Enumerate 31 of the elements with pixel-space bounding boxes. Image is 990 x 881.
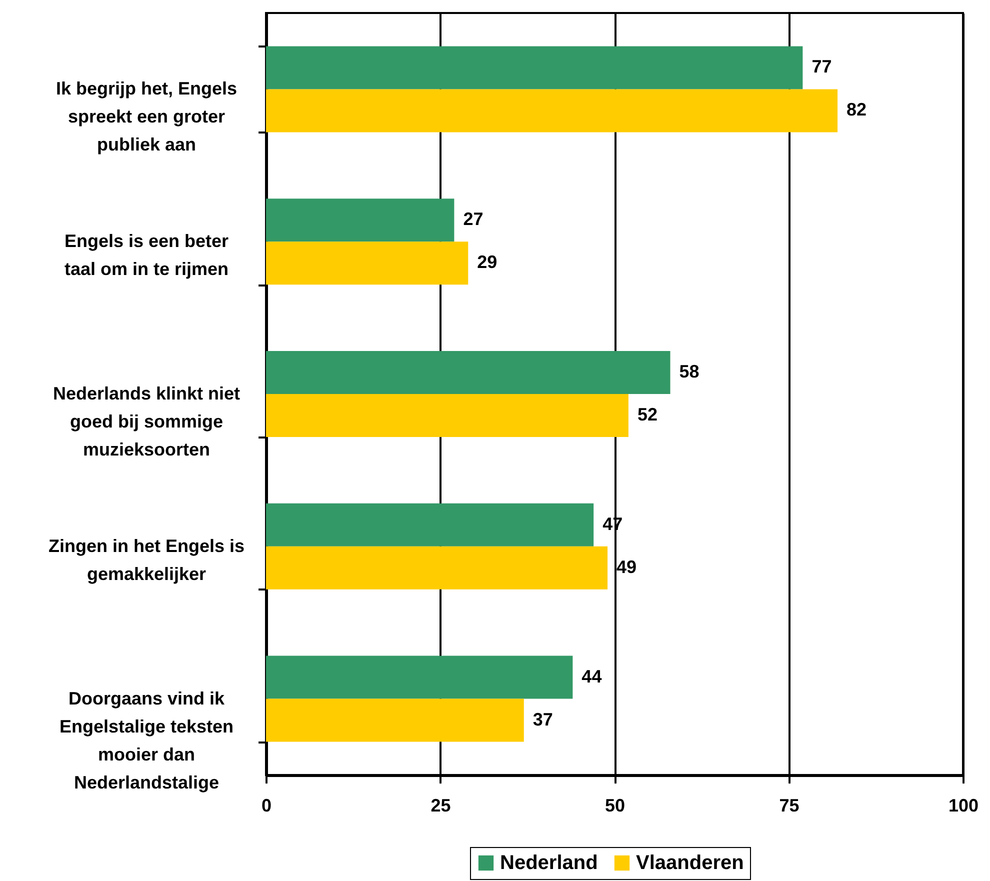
legend-label: Nederland (500, 852, 598, 874)
data-label: 44 (582, 666, 602, 686)
x-tick-label: 25 (430, 796, 451, 816)
y-tick-label: Ik begrijp het, Engels spreekt een groter publiek aan (56, 78, 238, 155)
bar (266, 242, 468, 285)
data-label: 77 (812, 56, 832, 77)
bar (266, 89, 838, 132)
y-tick-label: Doorgaans vind ik Engelstalige teksten mooier dan Nederlandstalige (59, 688, 234, 792)
data-label: 49 (616, 556, 637, 577)
bar (266, 656, 573, 699)
bar (266, 394, 628, 437)
data-label: 27 (463, 209, 484, 230)
data-label: 29 (477, 252, 498, 272)
x-tick-label: 100 (948, 796, 979, 816)
bar (266, 698, 524, 742)
y-tick-label: Nederlands klinkt niet goed bij sommige muzieksoorten (52, 384, 240, 460)
bar (266, 198, 454, 242)
bar (266, 46, 803, 90)
data-label: 52 (637, 404, 658, 424)
x-tick-label: 0 (261, 796, 272, 816)
data-label: 37 (532, 709, 553, 730)
data-label: 82 (846, 100, 867, 120)
bar (266, 351, 670, 394)
y-tick-label: Engels is een beter taal om in te rijmen (64, 231, 229, 280)
y-tick-label: Zingen in het Engels is gemakkelijker (48, 536, 245, 584)
x-tick-label: 50 (604, 796, 626, 816)
legend-label: Vlaanderen (636, 852, 744, 874)
bar (266, 546, 608, 590)
x-tick-label: 75 (779, 796, 800, 816)
data-label: 58 (679, 362, 700, 382)
bar (266, 503, 594, 546)
